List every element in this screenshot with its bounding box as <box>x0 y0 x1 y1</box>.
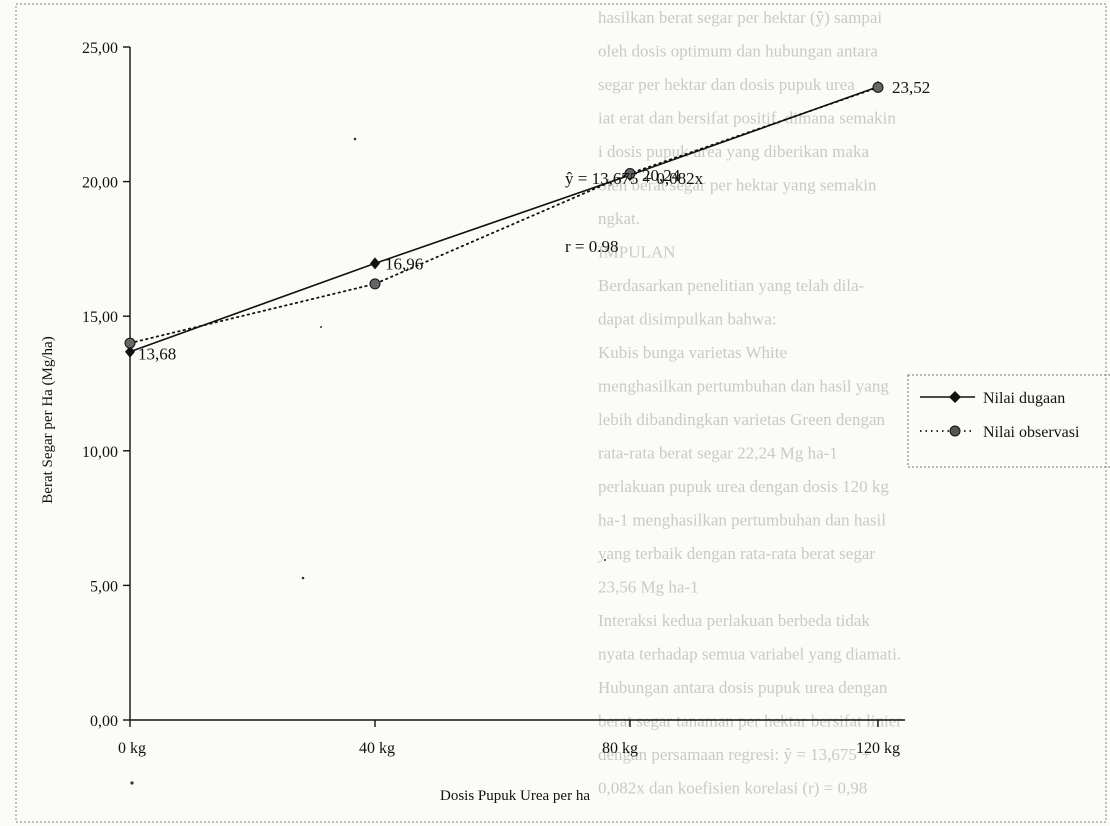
bleed-line: Kubis bunga varietas White <box>598 343 787 362</box>
bleed-line: perlakuan pupuk urea dengan dosis 120 kg <box>598 477 889 496</box>
bleed-line: 23,56 Mg ha-1 <box>598 578 699 597</box>
legend-box <box>907 374 1110 468</box>
bleed-through-text: hasilkan berat segar per hektar (ŷ) samp… <box>598 8 902 798</box>
y-axis-title: Berat Segar per Ha (Mg/ha) <box>40 336 56 503</box>
bleed-line: oleh dosis optimum dan hubungan antara <box>598 42 878 61</box>
x-axis-title: Dosis Pupuk Urea per ha <box>440 788 590 804</box>
data-label: 20,24 <box>642 166 681 185</box>
data-point-observasi <box>872 81 884 93</box>
bleed-line: lebih dibandingkan varietas Green dengan <box>598 410 886 429</box>
y-tick-label: 10,00 <box>82 444 118 461</box>
x-tick-label: 40 kg <box>359 740 395 757</box>
data-point-observasi <box>624 168 636 180</box>
data-point-observasi <box>124 337 136 349</box>
data-label: 16,96 <box>385 254 423 273</box>
bleed-line: berat segar tanaman per hektar bersifat … <box>598 712 902 731</box>
y-axis-ticks: 0,00 5,00 10,00 15,00 20,00 25,00 <box>82 40 130 730</box>
legend-marker-observasi <box>949 425 961 437</box>
bleed-line: menghasilkan pertumbuhan dan hasil yang <box>598 377 889 396</box>
bleed-line: 0,082x dan koefisien korelasi (r) = 0,98 <box>598 779 867 798</box>
data-point-observasi <box>369 278 381 290</box>
data-point-dugaan <box>125 345 135 358</box>
x-tick-label: 80 kg <box>602 740 638 757</box>
y-tick-label: 5,00 <box>90 578 118 595</box>
data-label: 13,68 <box>138 345 176 364</box>
bleed-line: segar per hektar dan dosis pupuk urea <box>598 75 855 94</box>
legend-marker-dugaan <box>949 391 961 403</box>
bleed-line: hasilkan berat segar per hektar (ŷ) samp… <box>598 8 882 27</box>
bleed-line: ha-1 menghasilkan pertumbuhan dan hasil <box>598 511 886 530</box>
series-line-observasi <box>129 86 879 345</box>
bleed-line: Interaksi kedua perlakuan berbeda tidak <box>598 611 870 630</box>
bleed-line: dapat disimpulkan bahwa: <box>598 310 776 329</box>
chart-frame <box>15 3 1107 823</box>
legend: Nilai dugaan Nilai observasi <box>907 374 1110 468</box>
data-series <box>124 80 884 358</box>
bleed-line: dengan persamaan regresi: ŷ = 13,675 + <box>598 745 871 764</box>
y-tick-label: 15,00 <box>82 309 118 326</box>
bleed-line: rata-rata berat segar 22,24 Mg ha-1 <box>598 444 838 463</box>
bleed-line: nyata terhadap semua variabel yang diama… <box>598 645 901 664</box>
bleed-line: yang terbaik dengan rata-rata berat sega… <box>598 544 875 563</box>
bleed-line: Hubungan antara dosis pupuk urea dengan <box>598 678 888 697</box>
y-tick-label: 20,00 <box>82 175 118 192</box>
y-tick-label: 25,00 <box>82 40 118 57</box>
scan-specks <box>130 137 606 785</box>
legend-label-observasi: Nilai observasi <box>983 424 1080 441</box>
x-axis-ticks: 0 kg 40 kg 80 kg 120 kg <box>118 720 900 757</box>
bleed-line: i dosis pupuk urea yang diberikan maka <box>598 142 869 161</box>
bleed-line: oleh berat segar per hektar yang semakin <box>598 176 877 195</box>
data-labels: 13,68 16,96 20,24 23,52 <box>138 78 930 364</box>
bleed-line: iat erat dan bersifat positif, dimana se… <box>598 109 896 128</box>
legend-label-dugaan: Nilai dugaan <box>983 390 1065 407</box>
bleed-line: ngkat. <box>598 209 640 228</box>
regression-equation: ŷ = 13,675 + 0,082x <box>565 169 704 188</box>
data-label: 23,52 <box>892 78 930 97</box>
x-tick-label: 0 kg <box>118 740 146 757</box>
y-tick-label: 0,00 <box>90 713 118 730</box>
correlation-coefficient: r = 0.98 <box>565 237 619 256</box>
x-tick-label: 120 kg <box>856 740 900 757</box>
bleed-line: IMPULAN <box>598 243 675 262</box>
data-point-dugaan <box>370 257 380 270</box>
bleed-line: Berdasarkan penelitian yang telah dila- <box>598 276 865 295</box>
